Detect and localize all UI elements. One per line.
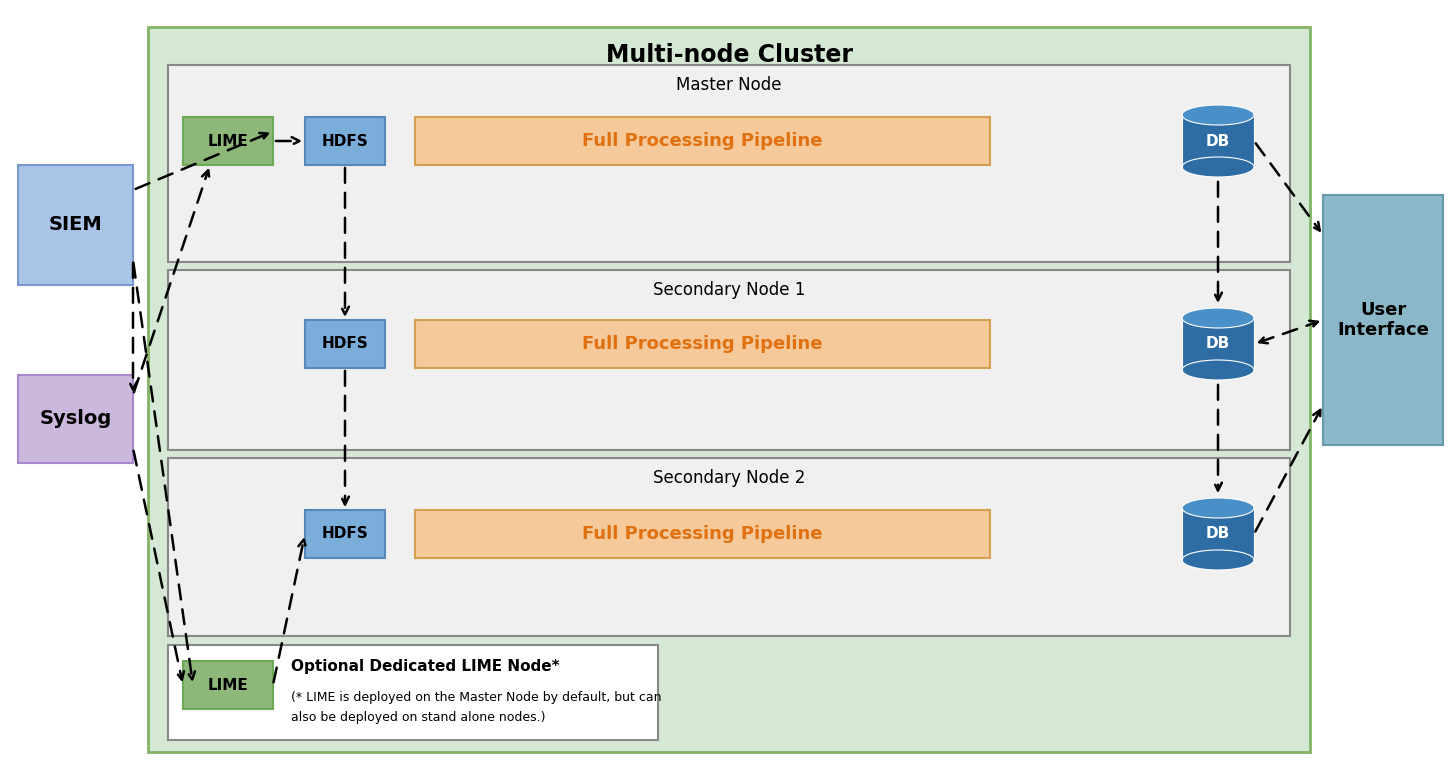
Bar	[1183, 115, 1254, 167]
Bar	[305, 510, 385, 558]
Ellipse shape	[1183, 308, 1254, 328]
Text: Secondary Node 2: Secondary Node 2	[653, 469, 805, 487]
Ellipse shape	[1183, 157, 1254, 177]
Text: HDFS: HDFS	[322, 336, 369, 352]
Text: SIEM: SIEM	[49, 215, 103, 235]
Text: LIME: LIME	[207, 133, 248, 149]
Text: Full Processing Pipeline: Full Processing Pipeline	[582, 335, 823, 353]
Bar	[183, 661, 273, 709]
Bar	[168, 645, 657, 740]
Text: Syslog: Syslog	[39, 409, 112, 429]
Text: User
Interface: User Interface	[1336, 301, 1429, 339]
Ellipse shape	[1183, 550, 1254, 570]
Text: LIME: LIME	[207, 677, 248, 693]
Text: Full Processing Pipeline: Full Processing Pipeline	[582, 525, 823, 543]
Bar	[415, 117, 990, 165]
Text: HDFS: HDFS	[322, 526, 369, 542]
Text: Secondary Node 1: Secondary Node 1	[653, 281, 805, 299]
Text: Full Processing Pipeline: Full Processing Pipeline	[582, 132, 823, 150]
Bar	[305, 117, 385, 165]
Bar	[1183, 508, 1254, 560]
Text: DB: DB	[1206, 336, 1230, 352]
Bar	[305, 320, 385, 368]
Ellipse shape	[1183, 360, 1254, 380]
Text: Multi-node Cluster: Multi-node Cluster	[605, 43, 853, 67]
Bar	[1183, 318, 1254, 370]
Text: also be deployed on stand alone nodes.): also be deployed on stand alone nodes.)	[292, 711, 546, 724]
Bar	[1323, 195, 1442, 445]
Ellipse shape	[1183, 105, 1254, 125]
Text: DB: DB	[1206, 526, 1230, 542]
Text: DB: DB	[1206, 133, 1230, 149]
Text: Master Node: Master Node	[676, 76, 782, 94]
Text: HDFS: HDFS	[322, 133, 369, 149]
Bar	[183, 117, 273, 165]
Bar	[17, 375, 133, 463]
Bar	[168, 270, 1290, 450]
Bar	[415, 320, 990, 368]
Bar	[168, 65, 1290, 262]
Bar	[168, 458, 1290, 636]
Text: Optional Dedicated LIME Node*: Optional Dedicated LIME Node*	[292, 660, 560, 674]
Ellipse shape	[1183, 498, 1254, 518]
Bar	[17, 165, 133, 285]
Bar	[148, 27, 1310, 752]
Bar	[415, 510, 990, 558]
Text: (* LIME is deployed on the Master Node by default, but can: (* LIME is deployed on the Master Node b…	[292, 691, 662, 704]
